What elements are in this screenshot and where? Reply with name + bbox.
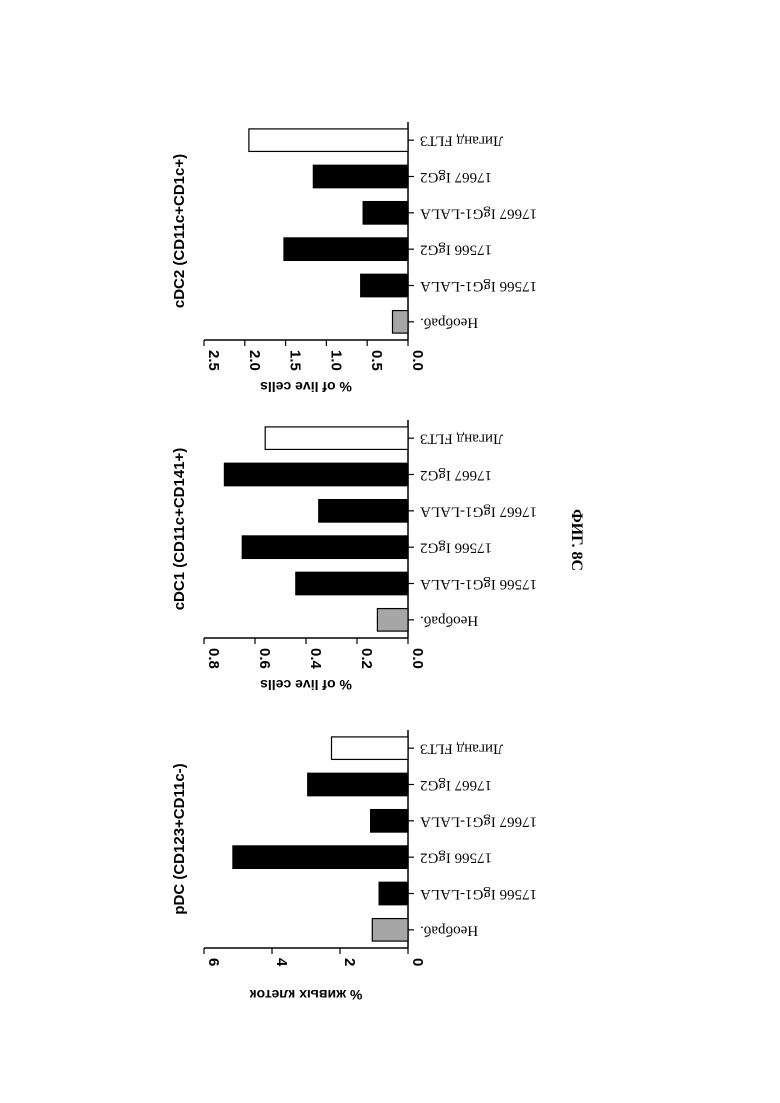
- category-label: Необраб.: [420, 922, 478, 938]
- category-label: 17566 IgG2: [420, 242, 492, 258]
- category-label: 17566 IgG2: [420, 540, 492, 556]
- bar: [284, 238, 408, 261]
- bar: [319, 500, 408, 523]
- value-tick-label: 0.6: [256, 648, 273, 669]
- value-tick-label: 1.5: [287, 350, 304, 371]
- value-tick-label: 6: [205, 958, 222, 966]
- bar: [308, 773, 408, 796]
- category-label: 17667 IgG2: [420, 169, 492, 185]
- bar: [332, 737, 409, 760]
- value-tick-label: 0: [409, 958, 426, 966]
- chart-panel-cdc2: 0.0 0.5 1.0 1.5 2.0 2.5 Необраб. 17566 IgG1-LAL…: [171, 122, 537, 395]
- bar: [379, 882, 408, 905]
- bar: [224, 463, 408, 486]
- chart-panel-pdc: 0 2 4 6 Необраб. 17566 IgG1-LALA 17566 IgG2 176…: [171, 730, 537, 1003]
- category-label: Необраб.: [420, 612, 478, 628]
- chart-title: cDC2 (CD11c+CD1c+): [171, 154, 188, 308]
- value-tick-label: 2: [341, 958, 358, 966]
- category-label: Лиганд FLT3: [420, 431, 503, 447]
- bar: [249, 129, 408, 152]
- category-label: 17566 IgG1-LALA: [420, 886, 537, 902]
- chart-panel-cdc1: 0.0 0.2 0.4 0.6 0.8 Необраб. 17566 IgG1-LALA 17…: [171, 420, 537, 693]
- category-label: 17566 IgG1-LALA: [420, 576, 537, 592]
- bar: [233, 846, 408, 869]
- value-tick-label: 2.5: [205, 350, 222, 371]
- bar: [372, 919, 408, 942]
- value-tick-label: 0.8: [205, 648, 222, 669]
- value-tick-label: 0.0: [409, 350, 426, 371]
- category-label: 17566 IgG1-LALA: [420, 278, 537, 294]
- category-label: Необраб.: [420, 314, 478, 330]
- figure-label: ФИГ. 8С: [568, 509, 585, 571]
- category-label: 17667 IgG1-LALA: [420, 813, 537, 829]
- value-tick-label: 2.0: [246, 350, 263, 371]
- bar: [392, 311, 408, 334]
- value-tick-label: 0.2: [358, 648, 375, 669]
- bar: [296, 572, 408, 595]
- value-tick-label: 1.0: [327, 350, 344, 371]
- category-label: 17667 IgG1-LALA: [420, 205, 537, 221]
- bar: [363, 202, 408, 225]
- category-label: 17667 IgG2: [420, 777, 492, 793]
- chart-title: cDC1 (CD11c+CD141+): [171, 448, 188, 611]
- bar: [313, 165, 408, 188]
- bar: [377, 609, 408, 632]
- category-label: 17667 IgG2: [420, 467, 492, 483]
- value-axis-label: % of live cells: [260, 677, 352, 693]
- bar: [361, 274, 408, 297]
- value-axis-label: % of live cells: [260, 379, 352, 395]
- value-tick-label: 4: [273, 958, 290, 967]
- value-axis-label: % живых клеток: [249, 987, 363, 1003]
- value-tick-label: 0.5: [368, 350, 385, 371]
- category-label: Лиганд FLT3: [420, 133, 503, 149]
- bar: [242, 536, 408, 559]
- chart-title: pDC (CD123+CD11c-): [171, 763, 188, 914]
- category-label: 17566 IgG2: [420, 850, 492, 866]
- value-tick-label: 0.4: [307, 648, 324, 670]
- category-label: 17667 IgG1-LALA: [420, 503, 537, 519]
- value-tick-label: 0.0: [409, 648, 426, 669]
- bar: [265, 427, 408, 450]
- bar: [371, 810, 408, 833]
- category-label: Лиганд FLT3: [420, 741, 503, 757]
